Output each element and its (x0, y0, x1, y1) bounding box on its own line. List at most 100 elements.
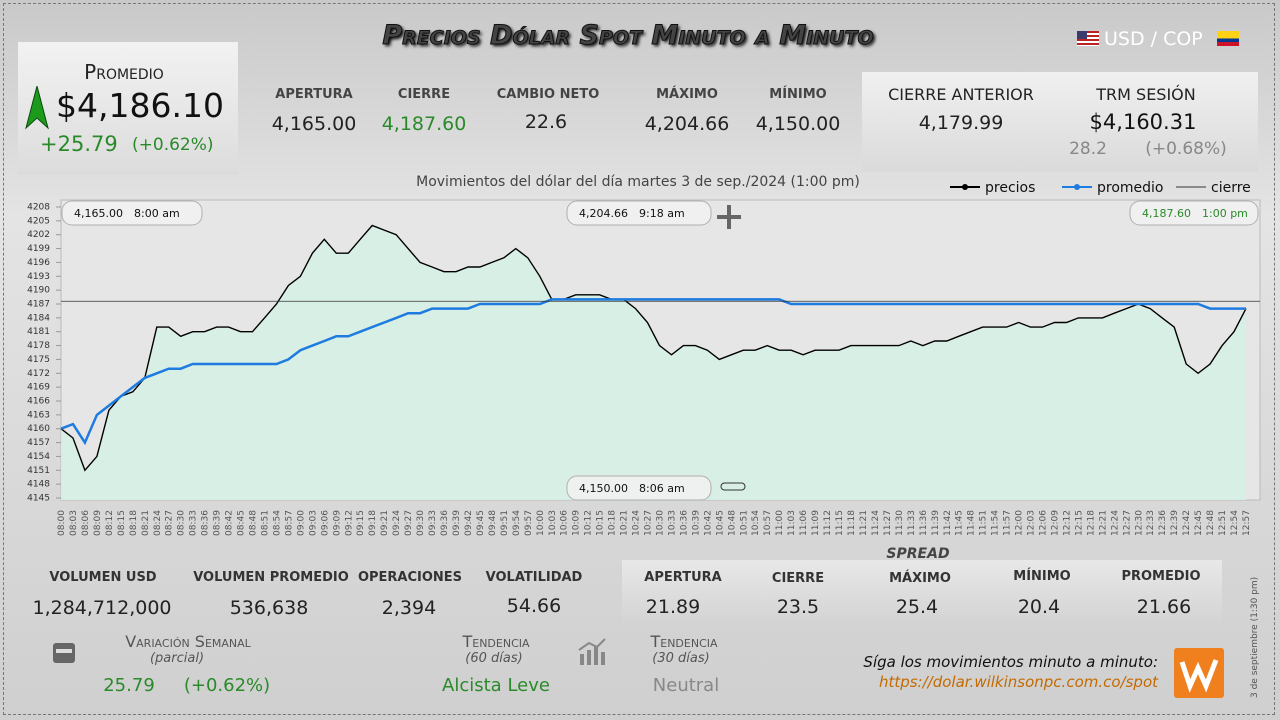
x-tick-label: 12:39 (1170, 510, 1180, 536)
x-tick-label: 09:12 (344, 510, 354, 536)
stat-value: 22.6 (524, 111, 568, 133)
x-tick-label: 11:03 (787, 510, 797, 536)
x-tick-label: 08:36 (201, 510, 211, 536)
legend-item: cierre (1176, 180, 1251, 196)
y-tick-label: 4163 (27, 410, 50, 420)
x-tick-label: 08:12 (105, 510, 115, 536)
x-tick-label: 08:42 (225, 510, 235, 536)
x-tick-label: 09:27 (404, 510, 414, 536)
y-tick-label: 4172 (27, 369, 50, 379)
volume-label: VOLUMEN USD (49, 570, 157, 585)
x-tick-label: 08:18 (129, 510, 139, 536)
x-tick-label: 12:15 (1074, 510, 1084, 536)
x-tick-label: 10:45 (715, 510, 725, 536)
x-tick-label: 09:21 (380, 510, 390, 536)
annotation-value: 4,187.60 (1142, 207, 1191, 220)
scroll-icon (720, 482, 746, 491)
spread-value: 20.4 (1017, 596, 1061, 618)
x-tick-label: 09:51 (500, 510, 510, 536)
volume-value: 54.66 (506, 595, 562, 617)
trend-note: (60 días) (465, 651, 523, 666)
x-tick-label: 11:09 (811, 510, 821, 536)
stat-label: APERTURA (275, 87, 353, 102)
x-tick-label: 09:30 (416, 510, 426, 536)
x-tick-label: 11:24 (871, 510, 881, 536)
trend-value: Alcista Leve (442, 675, 550, 696)
annotation-time: 1:00 pm (1202, 207, 1248, 220)
promedio-price: $4,186.10 (56, 86, 224, 125)
annotation-time: 9:18 am (639, 207, 685, 220)
stat-value: 4,165.00 (271, 113, 357, 135)
spread-label: CIERRE (771, 571, 825, 586)
x-tick-label: 10:09 (572, 510, 582, 536)
x-tick-label: 12:57 (1242, 510, 1252, 536)
x-tick-label: 10:33 (667, 510, 677, 536)
x-tick-label: 12:09 (1050, 510, 1060, 536)
promedio-change-pct: (+0.62%) (132, 135, 214, 155)
legend-dot (962, 184, 968, 190)
x-tick-label: 10:36 (679, 510, 689, 536)
y-tick-label: 4199 (27, 244, 50, 254)
x-tick-label: 08:30 (177, 510, 187, 536)
annotation-value: 4,150.00 (579, 482, 628, 495)
x-tick-label: 10:03 (548, 510, 558, 536)
logo (1174, 648, 1224, 698)
legend-dot (1074, 184, 1080, 190)
trm-value: $4,160.31 (1089, 110, 1197, 134)
x-tick-label: 08:24 (153, 510, 163, 536)
x-tick-label: 09:06 (320, 510, 330, 536)
spread-label: MÍNIMO (1013, 569, 1071, 584)
page-title: Precios Dólar Spot Minuto a Minuto (382, 20, 874, 52)
x-tick-label: 11:12 (823, 510, 833, 536)
x-tick-label: 09:18 (368, 510, 378, 536)
x-tick-label: 10:57 (763, 510, 773, 536)
x-tick-label: 12:33 (1146, 510, 1156, 536)
y-tick-label: 4208 (27, 203, 50, 213)
footer-url[interactable]: https://dolar.wilkinsonpc.com.co/spot (878, 673, 1158, 691)
chart: Movimientos del dólar del día martes 3 d… (27, 174, 1261, 536)
previous-value: 4,179.99 (918, 112, 1004, 134)
x-tick-label: 11:39 (931, 510, 941, 536)
flag-co (1217, 31, 1239, 46)
x-tick-label: 12:21 (1098, 510, 1108, 536)
x-tick-label: 12:54 (1230, 510, 1240, 536)
x-tick-label: 12:27 (1122, 510, 1132, 536)
chart-title: Movimientos del dólar del día martes 3 d… (416, 174, 860, 190)
y-tick-label: 4148 (27, 480, 50, 490)
volume-value: 2,394 (381, 597, 437, 619)
stat-label: CIERRE (397, 87, 451, 102)
x-tick-label: 11:45 (955, 510, 965, 536)
footer-prompt: Síga los movimientos minuto a minuto: (863, 653, 1158, 671)
x-tick-label: 08:21 (141, 510, 151, 536)
x-tick-label: 11:33 (907, 510, 917, 536)
x-tick-label: 11:42 (943, 510, 953, 536)
y-tick-label: 4175 (27, 355, 50, 365)
y-tick-label: 4151 (27, 466, 50, 476)
previous-box (862, 72, 1258, 172)
spread-label: APERTURA (644, 570, 722, 585)
y-tick-label: 4190 (27, 286, 50, 296)
x-tick-label: 12:45 (1194, 510, 1204, 536)
x-tick-label: 10:48 (727, 510, 737, 536)
x-tick-label: 10:39 (691, 510, 701, 536)
spread-box (622, 560, 1222, 622)
x-tick-label: 11:36 (919, 510, 929, 536)
x-tick-label: 12:51 (1218, 510, 1228, 536)
x-tick-label: 12:48 (1206, 510, 1216, 536)
y-tick-label: 4169 (27, 383, 50, 393)
x-tick-label: 10:24 (632, 510, 642, 536)
weekly-change: 25.79 (103, 675, 155, 696)
up-arrow (25, 86, 49, 130)
trend-label: Tendencia (462, 632, 530, 651)
x-tick-label: 10:54 (751, 510, 761, 536)
volume-label: VOLATILIDAD (485, 570, 583, 585)
spread-value: 23.5 (776, 596, 820, 618)
currency-pair: USD / COP (1104, 28, 1203, 50)
annotation-box (61, 200, 203, 226)
x-tick-label: 10:51 (739, 510, 749, 536)
spread-title: SPREAD (886, 546, 950, 562)
crosshair-icon (717, 205, 741, 229)
x-tick-label: 08:48 (249, 510, 259, 536)
x-tick-label: 08:06 (81, 510, 91, 536)
annotation-value: 4,165.00 (74, 207, 123, 220)
